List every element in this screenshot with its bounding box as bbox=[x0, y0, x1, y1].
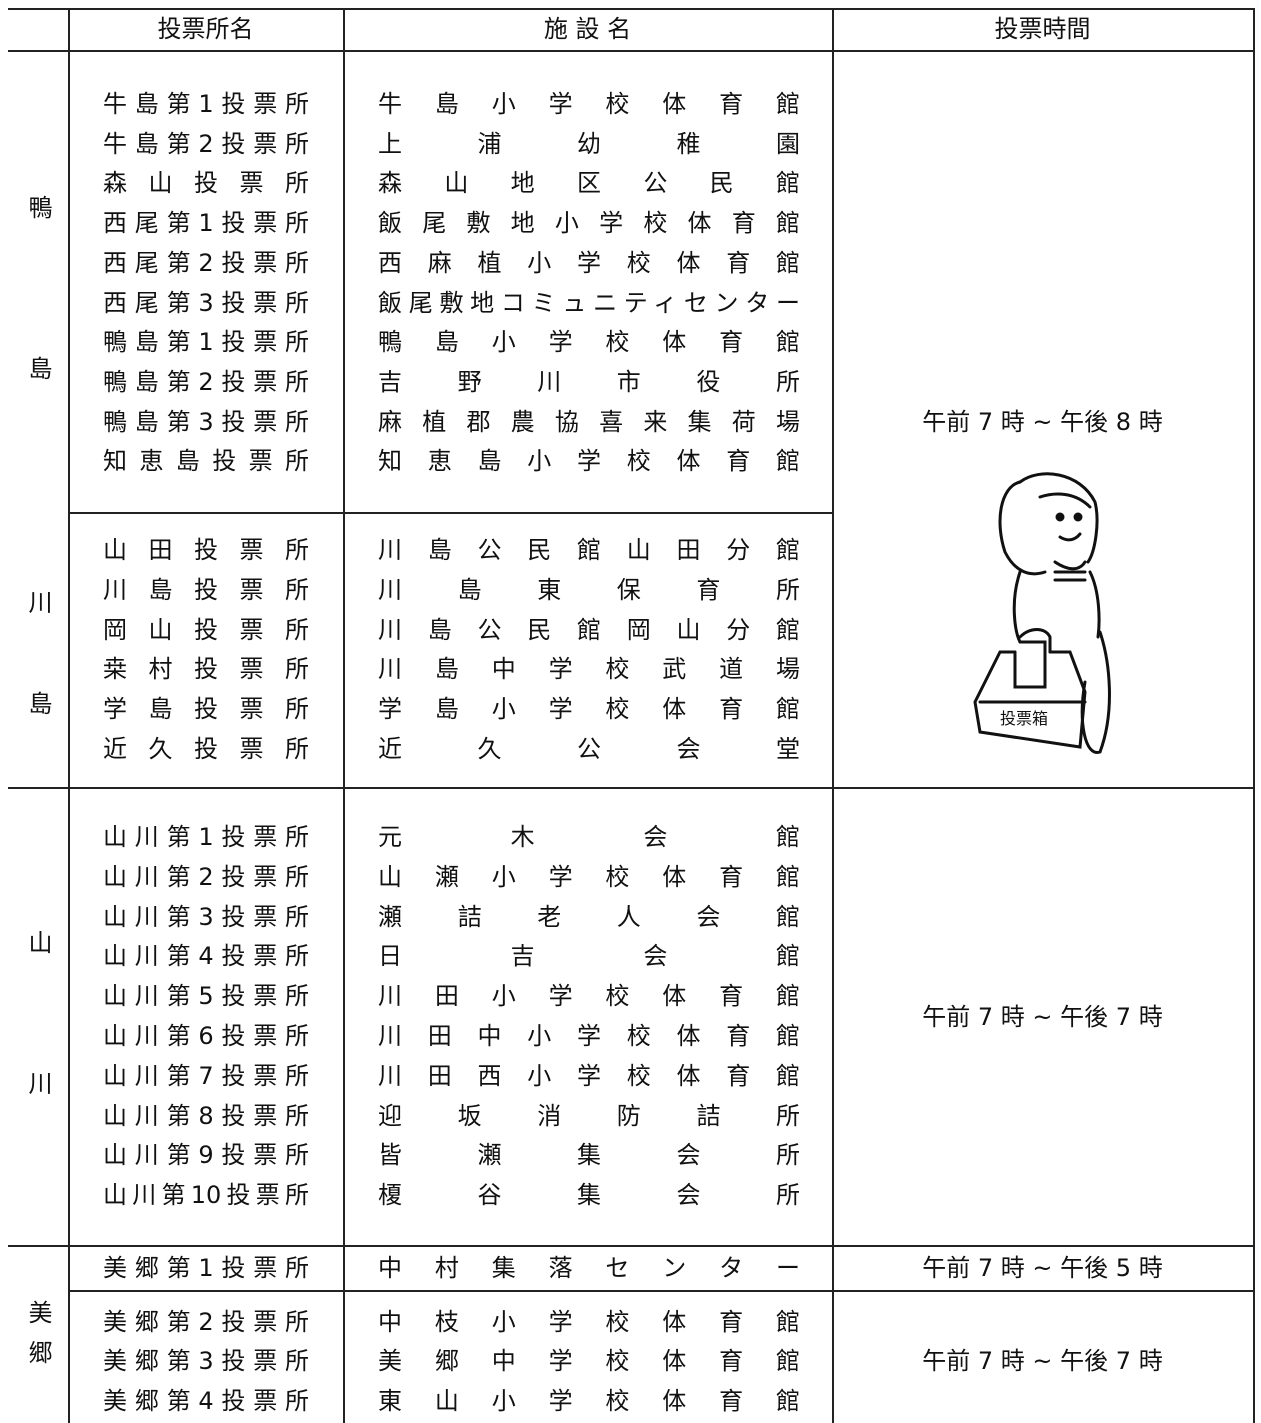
station-name: 近久投票所 bbox=[103, 735, 309, 763]
rule bbox=[8, 787, 1254, 789]
facility-name: 瀬詰老人会館 bbox=[378, 902, 800, 931]
facility-name: 鴨島小学校体育館 bbox=[378, 328, 800, 357]
station-name: 西尾第3投票所 bbox=[103, 288, 309, 317]
region-label: 鴨島 bbox=[24, 195, 52, 380]
rule bbox=[8, 1245, 1254, 1247]
station-name: 山川第3投票所 bbox=[103, 902, 309, 931]
region-label: 美郷 bbox=[24, 1300, 52, 1364]
rule bbox=[1253, 8, 1255, 1423]
facility-name: 川田西小学校体育館 bbox=[378, 1061, 800, 1090]
station-name: 山川第7投票所 bbox=[103, 1061, 309, 1090]
facility-name: 牛島小学校体育館 bbox=[378, 90, 800, 118]
station-name: 鴨島第2投票所 bbox=[103, 367, 309, 396]
station-name: 鴨島第3投票所 bbox=[103, 407, 309, 436]
station-name: 山川第10投票所 bbox=[103, 1181, 309, 1210]
header-facility: 施 設 名 bbox=[543, 15, 632, 43]
rule bbox=[68, 512, 833, 514]
facility-name: 皆瀬集会所 bbox=[378, 1141, 800, 1170]
facility-name: 川田小学校体育館 bbox=[378, 982, 800, 1011]
station-name: 美郷第4投票所 bbox=[103, 1387, 309, 1415]
facility-name: 上浦幼稚園 bbox=[378, 129, 800, 158]
facility-name: 川田中小学校体育館 bbox=[378, 1022, 800, 1050]
facility-name: 学島小学校体育館 bbox=[378, 695, 800, 724]
station-name: 美郷第3投票所 bbox=[103, 1347, 309, 1375]
facility-name: 川島公民館山田分館 bbox=[378, 536, 800, 564]
region-label: 川島 bbox=[24, 590, 52, 715]
facility-name: 榎谷集会所 bbox=[378, 1181, 800, 1210]
station-name: 知恵島投票所 bbox=[103, 447, 309, 476]
facility-name: 吉野川市役所 bbox=[378, 367, 800, 396]
facility-name: 西麻植小学校体育館 bbox=[378, 248, 800, 277]
facility-name: 元木会館 bbox=[378, 823, 800, 851]
facility-name: 知恵島小学校体育館 bbox=[378, 447, 800, 476]
facility-name: 川島中学校武道場 bbox=[378, 655, 800, 684]
facility-name: 飯尾敷地小学校体育館 bbox=[378, 209, 800, 238]
region-label: 山川 bbox=[24, 930, 52, 1095]
station-name: 西尾第1投票所 bbox=[103, 209, 309, 238]
station-name: 森山投票所 bbox=[103, 169, 309, 198]
voting-hours: 午前 7 時 ~ 午後 7 時 bbox=[922, 1347, 1163, 1375]
facility-name: 川島東保育所 bbox=[378, 575, 800, 604]
facility-name: 東山小学校体育館 bbox=[378, 1387, 800, 1415]
station-name: 山川第6投票所 bbox=[103, 1022, 309, 1050]
station-name: 山川第1投票所 bbox=[103, 823, 309, 851]
rule bbox=[8, 8, 1254, 10]
station-name: 山田投票所 bbox=[103, 536, 309, 564]
rule bbox=[8, 50, 1254, 52]
rule bbox=[832, 8, 834, 1423]
station-name: 牛島第1投票所 bbox=[103, 90, 309, 118]
station-name: 牛島第2投票所 bbox=[103, 129, 309, 158]
facility-name: 麻植郡農協喜来集荷場 bbox=[378, 407, 800, 436]
station-name: 山川第2投票所 bbox=[103, 862, 309, 891]
facility-name: 中村集落センター bbox=[378, 1254, 800, 1282]
illustration: 投票箱 bbox=[973, 472, 1111, 754]
rule bbox=[68, 8, 70, 1423]
facility-name: 日吉会館 bbox=[378, 942, 800, 971]
facility-name: 森山地区公民館 bbox=[378, 169, 800, 198]
header-name: 投票所名 bbox=[157, 15, 254, 43]
station-name: 山川第5投票所 bbox=[103, 982, 309, 1011]
facility-name: 川島公民館岡山分館 bbox=[378, 615, 800, 644]
station-name: 鴨島第1投票所 bbox=[103, 328, 309, 357]
facility-name: 美郷中学校体育館 bbox=[378, 1347, 800, 1375]
illustration-label: 投票箱 bbox=[1000, 709, 1048, 728]
voting-hours: 午前 7 時 ~ 午後 8 時 bbox=[922, 408, 1163, 436]
station-name: 学島投票所 bbox=[103, 695, 309, 724]
voting-hours: 午前 7 時 ~ 午後 5 時 bbox=[922, 1254, 1163, 1282]
rule bbox=[343, 8, 345, 1423]
station-name: 美郷第2投票所 bbox=[103, 1308, 309, 1336]
facility-name: 山瀬小学校体育館 bbox=[378, 862, 800, 891]
voting-hours: 午前 7 時 ~ 午後 7 時 bbox=[922, 1003, 1163, 1031]
facility-name: 迎坂消防詰所 bbox=[378, 1101, 800, 1130]
facility-name: 中枝小学校体育館 bbox=[378, 1308, 800, 1336]
facility-name: 飯尾敷地コミュニティセンター bbox=[378, 288, 800, 317]
station-name: 山川第8投票所 bbox=[103, 1101, 309, 1130]
station-name: 山川第4投票所 bbox=[103, 942, 309, 971]
station-name: 桒村投票所 bbox=[103, 655, 309, 684]
header-time: 投票時間 bbox=[994, 15, 1091, 43]
facility-name: 近久公会堂 bbox=[378, 735, 800, 763]
rule bbox=[68, 1290, 1254, 1292]
station-name: 岡山投票所 bbox=[103, 615, 309, 644]
station-name: 美郷第1投票所 bbox=[103, 1254, 309, 1282]
station-name: 川島投票所 bbox=[103, 575, 309, 604]
station-name: 山川第9投票所 bbox=[103, 1141, 309, 1170]
station-name: 西尾第2投票所 bbox=[103, 248, 309, 277]
